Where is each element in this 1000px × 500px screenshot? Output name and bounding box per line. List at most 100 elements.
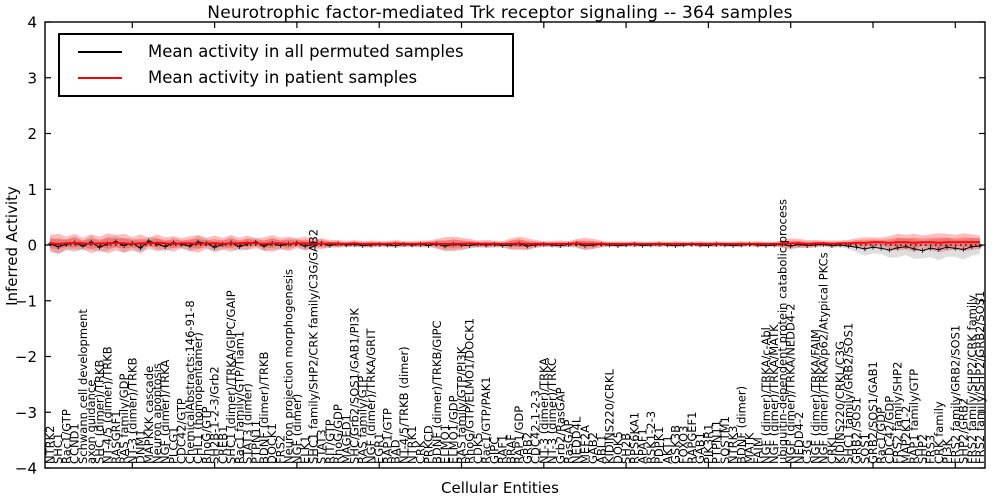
entity-label: RAS family/GTP xyxy=(356,376,370,464)
entity-label: MATK xyxy=(743,432,757,464)
entity-label: NGF (dimer)/TRKA/p62/Atypical PKCs xyxy=(817,252,831,464)
entity-label: GSK3B xyxy=(669,425,683,464)
patient-line-swatch xyxy=(78,76,122,79)
entity-label: NT-3 (dimer)/TRKC xyxy=(545,358,559,464)
entity-label: FRS2 family/SHP2 xyxy=(891,362,905,464)
entity-label: GIPC xyxy=(487,437,501,464)
entity-label: SHC1 family/SHP2/CRK family/C3G/GAB2 xyxy=(306,229,320,464)
entity-label: FRS2 xyxy=(273,435,287,464)
permuted-line-swatch xyxy=(78,51,122,54)
entity-label: NGF (dimer)/TRKA/c-Abl xyxy=(759,327,773,464)
legend: Mean activity in all permuted samples Me… xyxy=(58,33,514,97)
entity-label: RAS family/GTP/PI3K xyxy=(455,346,469,464)
entity-label: ELMO1 xyxy=(438,424,452,464)
entity-label: Rac1/GTP xyxy=(60,409,74,464)
entity-label: FRS3 xyxy=(924,435,938,464)
entity-label: FRS2 family/GRB2/SOS1 xyxy=(948,325,962,464)
chart-title: Neurotrophic factor-mediated Trk recepto… xyxy=(207,3,793,23)
entity-label: BDNF (dimer) xyxy=(734,386,748,464)
entity-label: NT-4/5 (dimer)/TRKB xyxy=(101,346,115,464)
plot-border xyxy=(44,21,986,469)
entity-label: Neuron projection morphogenesis xyxy=(282,269,296,464)
entity-label: SHC1 (dimer)/TRKA/GIPC/GAIP xyxy=(224,290,238,464)
entity-label: RAP1/GTP xyxy=(380,408,394,464)
entity-label: RASGRF1 xyxy=(109,410,123,464)
legend-label-permuted: Mean activity in all permuted samples xyxy=(148,42,464,61)
entity-label: GRB2 xyxy=(520,432,534,464)
entity-label: GRB2/SOS1 xyxy=(850,397,864,464)
legend-item-patient: Mean activity in patient samples xyxy=(60,67,512,87)
entity-label: PTPN11 xyxy=(710,420,724,464)
entity-label: EGR1 xyxy=(372,433,386,465)
y-tick-label: 4 xyxy=(27,14,37,32)
entity-label: ELMO1/GDP xyxy=(446,395,460,464)
entity-label: ChemicalAbstracts:146-91-8 xyxy=(183,300,197,464)
legend-label-patient: Mean activity in patient samples xyxy=(148,67,418,87)
entity-label: SH2B-1-2-3/Grb2 xyxy=(208,366,222,464)
entity-label: NGF (dimer)/TRKA xyxy=(158,360,172,464)
entity-label: CRKL xyxy=(825,433,839,464)
entity-label: NGF (dimer)/TRKA/GRIT xyxy=(364,327,378,464)
entity-label: Schwann cell development xyxy=(76,309,90,464)
entity-label: CREB1 xyxy=(216,426,230,465)
entity-label: SHC/Grb2/SOS1/GAB1/PI3K xyxy=(348,308,362,464)
entity-label: RPS6KA1 xyxy=(627,412,641,464)
entity-label: PLCG1 xyxy=(167,426,181,464)
entity-label: RAPGEF1 xyxy=(685,412,699,464)
entity-label: STAT3 (dimer) xyxy=(241,383,255,464)
entity-label: PTPN11 xyxy=(249,420,263,464)
entity-label: RhoG/GTP xyxy=(199,406,213,464)
entity-label: CDC42/GTP xyxy=(175,398,189,464)
entity-label: NTRK2 xyxy=(43,426,57,464)
entity-label: MEF2A xyxy=(578,425,592,464)
entity-label: SQSTM1 xyxy=(718,416,732,464)
entity-label: RhoG/GDP xyxy=(331,404,345,464)
y-tick-label: −3 xyxy=(15,404,37,422)
entity-label: SHP2/GRB2 xyxy=(957,398,971,464)
entity-label: PIK3R1 xyxy=(701,424,715,465)
y-tick-label: 3 xyxy=(27,69,37,87)
y-tick-label: 2 xyxy=(27,125,37,143)
entity-label: GRB2/SOS1/GAB1 xyxy=(866,361,880,464)
entity-label: AKT1 xyxy=(660,435,674,464)
entity-label: CRK xyxy=(413,440,427,464)
entity-label: SHC1 family/GRB2/SOS1 xyxy=(841,323,855,464)
entity-label: PDPK1 xyxy=(652,426,666,464)
patient-mean-line xyxy=(49,241,980,245)
y-tick-label: −2 xyxy=(15,348,37,366)
entity-label: NEDD4-2 xyxy=(792,412,806,464)
entity-label: DOK5 xyxy=(611,431,625,464)
entity-label: SHC1 xyxy=(51,433,65,464)
entity-label: SHC (dimer)/TRKB xyxy=(92,359,106,464)
entity-label: RAP1/GDP xyxy=(512,406,526,464)
entity-label: Neuron apoptosis xyxy=(150,363,164,464)
entity-label: RhoG/GTP/ELMO1/DOCK1 xyxy=(463,318,477,464)
entity-label: NGF (dimer)/TRKA/NEDD4-2 xyxy=(784,303,798,464)
entity-label: Grb2/RasGAP xyxy=(553,387,567,464)
entity-label: ABL1 xyxy=(594,435,608,464)
entity-label: RSK1-2-3 xyxy=(644,411,658,464)
legend-item-permuted: Mean activity in all permuted samples xyxy=(60,42,512,61)
entity-label: PRKCD xyxy=(422,425,436,464)
entity-label: GAB1 xyxy=(693,432,707,464)
entity-label: NTRK3 xyxy=(726,426,740,464)
entity-label: RasGAP xyxy=(562,419,576,464)
entity-label: Rac1/GTP/PAK1 xyxy=(479,376,493,464)
y-tick-label: 0 xyxy=(27,237,37,255)
entity-label: NT-4/5/TRKB (dimer) xyxy=(397,346,411,464)
entity-label: ELK1 xyxy=(298,435,312,464)
entity-label: FRS2 family/SHP2/GRB2/SOS1 xyxy=(973,291,987,464)
entity-label: FRS2 family/SHP2/CRK family xyxy=(965,295,979,464)
entity-label: RAF1 xyxy=(496,435,510,464)
entity-label: CDC42/GDP xyxy=(883,396,897,464)
entity-label: BAD xyxy=(389,439,403,464)
entity-label: APAF1 xyxy=(636,428,650,464)
entity-label: NGF (dimer)/TRKA/MATK xyxy=(767,324,781,464)
entity-label: GAB2 xyxy=(586,432,600,464)
y-tick-label: 1 xyxy=(27,181,37,199)
entity-label: STAT3 xyxy=(315,429,329,464)
entity-label: FOXO3 xyxy=(677,426,691,464)
entity-label: ubiquitin-dependent protein catabolic pr… xyxy=(776,199,790,464)
